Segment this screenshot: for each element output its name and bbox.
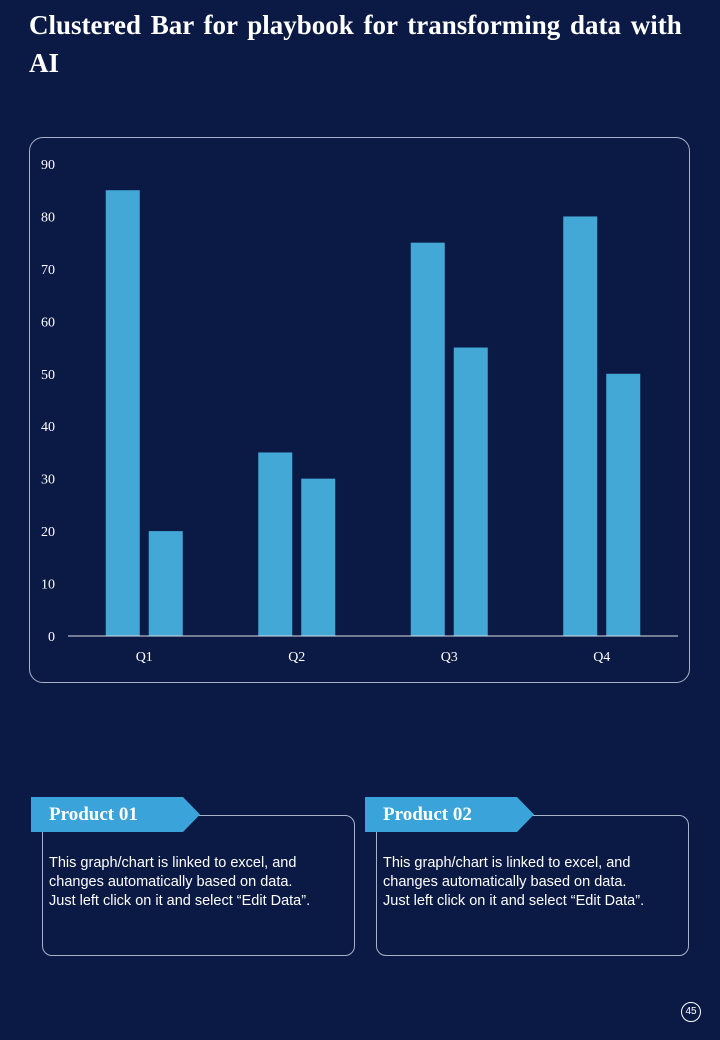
page-title: Clustered Bar for playbook for transform…: [29, 10, 682, 78]
product-01-description: This graph/chart is linked to excel, and…: [49, 855, 311, 909]
y-tick-label: 30: [41, 473, 55, 488]
bar-q4-series-1: [563, 216, 598, 636]
bar-q3-series-2: [453, 347, 488, 636]
y-tick-label: 70: [41, 263, 55, 278]
page-number: 45: [681, 1002, 701, 1022]
product-01-card: This graph/chart is linked to excel, and…: [42, 815, 355, 956]
product-02-description: This graph/chart is linked to excel, and…: [383, 855, 645, 909]
x-axis-ticks: Q1 Q2 Q3 Q4: [136, 650, 611, 665]
product-01-heading: Product 01: [49, 804, 138, 825]
x-tick-label: Q1: [136, 650, 153, 665]
y-tick-label: 0: [48, 630, 55, 645]
bar-q2-series-1: [258, 452, 293, 636]
y-tick-label: 20: [41, 525, 55, 540]
product-02-tag: Product 02: [365, 797, 534, 832]
product-02-heading: Product 02: [383, 804, 472, 825]
product-01-tag-shape: [31, 797, 200, 832]
y-tick-label: 40: [41, 420, 55, 435]
chart-panel: 0 10 20 30 40 50 60 70 80 90 Q1 Q2 Q3 Q4: [29, 137, 690, 683]
y-tick-label: 90: [41, 158, 55, 173]
x-tick-label: Q2: [288, 650, 305, 665]
bar-q4-series-2: [606, 373, 641, 636]
y-tick-label: 10: [41, 578, 55, 593]
y-tick-label: 50: [41, 368, 55, 383]
bar-q1-series-1: [105, 190, 140, 636]
product-02-tag-shape: [365, 797, 534, 832]
y-tick-label: 60: [41, 315, 55, 330]
y-axis-ticks: 0 10 20 30 40 50 60 70 80 90: [41, 158, 55, 645]
product-02-card: This graph/chart is linked to excel, and…: [376, 815, 689, 956]
y-tick-label: 80: [41, 210, 55, 225]
clustered-bar-chart: 0 10 20 30 40 50 60 70 80 90 Q1 Q2 Q3 Q4: [41, 158, 678, 665]
bars: [105, 190, 641, 636]
bar-q2-series-2: [301, 478, 336, 636]
x-tick-label: Q4: [593, 650, 610, 665]
x-tick-label: Q3: [441, 650, 458, 665]
product-01-tag: Product 01: [31, 797, 200, 832]
bar-q3-series-1: [410, 242, 445, 636]
bar-q1-series-2: [148, 531, 183, 636]
